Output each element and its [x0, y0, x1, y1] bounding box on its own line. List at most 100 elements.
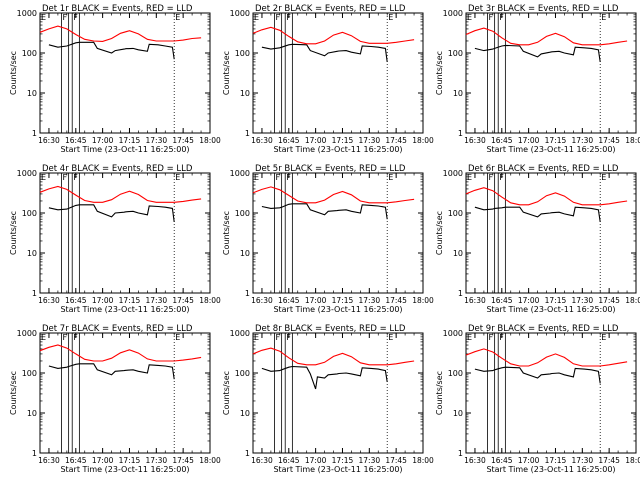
x-tick-label: 17:30 — [572, 136, 594, 145]
plot-frame — [252, 172, 424, 294]
attenuator-interval-box — [274, 172, 283, 294]
marker-label-e: E — [388, 333, 393, 342]
x-tick-label: 17:45 — [172, 456, 194, 465]
y-tick-label: 1000 — [443, 329, 463, 338]
y-tick-label: 10 — [453, 249, 463, 258]
y-tick-label: 100 — [22, 49, 37, 58]
events-series-line — [261, 43, 388, 62]
marker-label-e: E — [467, 173, 472, 182]
x-tick-label: 18:00 — [199, 456, 221, 465]
x-tick-label: 16:45 — [278, 296, 300, 305]
marker-label-e: E — [467, 13, 472, 22]
events-series-line — [48, 204, 175, 222]
panel-title: Det 2r BLACK = Events, RED = LLD — [255, 4, 406, 14]
y-tick-label: 1000 — [17, 329, 37, 338]
panel-title: Det 3r BLACK = Events, RED = LLD — [468, 4, 619, 14]
lld-series-line — [465, 348, 628, 367]
marker-label-e: E — [601, 173, 606, 182]
y-axis-label: Counts/sec — [9, 211, 18, 255]
marker-label-e: E — [467, 333, 472, 342]
y-tick-label: 1000 — [230, 9, 250, 18]
x-tick-label: 17:30 — [359, 456, 381, 465]
x-tick-label: 17:15 — [119, 136, 141, 145]
marker-label-f: F — [488, 173, 493, 182]
marker-label-f: F — [275, 173, 280, 182]
y-axis-label: Counts/sec — [222, 211, 231, 255]
lld-series-line — [252, 347, 415, 366]
y-tick-label: 1000 — [443, 9, 463, 18]
panel-title: Det 4r BLACK = Events, RED = LLD — [42, 164, 193, 174]
x-tick-label: 17:00 — [92, 456, 114, 465]
y-tick-label: 100 — [448, 209, 463, 218]
marker-label-f: F — [62, 173, 67, 182]
marker-label-f: F — [275, 333, 280, 342]
detector-panel-2: Det 2r BLACK = Events, RED = LLDFFEE1101… — [222, 4, 434, 154]
x-tick-label: 17:45 — [385, 456, 407, 465]
y-axis-label: Counts/sec — [9, 51, 18, 95]
lld-series-line — [39, 344, 202, 362]
marker-label-e: E — [601, 333, 606, 342]
y-tick-label: 100 — [235, 209, 250, 218]
y-tick-label: 1 — [245, 449, 250, 458]
events-series-line — [474, 206, 601, 222]
plot-frame — [252, 12, 424, 134]
detector-panel-8: Det 8r BLACK = Events, RED = LLDFFEE1101… — [222, 324, 434, 474]
panel-title: Det 9r BLACK = Events, RED = LLD — [468, 324, 619, 334]
x-tick-label: 16:30 — [464, 296, 486, 305]
x-tick-label: 18:00 — [625, 136, 640, 145]
attenuator-interval-box — [487, 12, 496, 134]
events-series-line — [261, 365, 388, 390]
attenuator-interval-box — [487, 332, 496, 454]
y-tick-label: 100 — [448, 369, 463, 378]
x-tick-label: 17:30 — [146, 456, 168, 465]
plot-frame — [39, 12, 211, 134]
x-tick-label: 16:30 — [38, 456, 60, 465]
marker-label-e: E — [41, 333, 46, 342]
detector-panel-5: Det 5r BLACK = Events, RED = LLDFFEE1101… — [222, 164, 434, 314]
x-tick-label: 17:15 — [119, 296, 141, 305]
x-tick-label: 16:30 — [251, 136, 273, 145]
x-tick-label: 16:45 — [278, 136, 300, 145]
x-tick-label: 17:00 — [92, 136, 114, 145]
x-tick-label: 17:00 — [518, 456, 540, 465]
y-tick-label: 10 — [27, 409, 37, 418]
x-axis-label: Start Time (23-Oct-11 16:25:00) — [60, 465, 189, 474]
marker-label-f: F — [488, 13, 493, 22]
x-tick-label: 17:15 — [332, 296, 354, 305]
attenuator-interval-box — [71, 12, 80, 134]
marker-label-e: E — [254, 13, 259, 22]
x-tick-label: 17:15 — [119, 456, 141, 465]
marker-label-e: E — [175, 173, 180, 182]
x-tick-label: 17:00 — [305, 296, 327, 305]
x-tick-label: 18:00 — [625, 456, 640, 465]
x-tick-label: 18:00 — [412, 296, 434, 305]
lld-series-line — [39, 25, 202, 42]
x-tick-label: 17:45 — [598, 296, 620, 305]
y-tick-label: 1000 — [17, 169, 37, 178]
x-axis-label: Start Time (23-Oct-11 16:25:00) — [486, 305, 615, 314]
lld-series-line — [39, 185, 202, 203]
marker-label-e: E — [254, 333, 259, 342]
detector-panel-3: Det 3r BLACK = Events, RED = LLDFFEE1101… — [435, 4, 640, 154]
x-tick-label: 17:15 — [332, 136, 354, 145]
y-tick-label: 10 — [27, 89, 37, 98]
y-tick-label: 1000 — [230, 169, 250, 178]
x-tick-label: 17:45 — [172, 296, 194, 305]
attenuator-interval-box — [497, 332, 506, 454]
attenuator-interval-box — [61, 332, 70, 454]
marker-label-e: E — [388, 173, 393, 182]
x-tick-label: 17:15 — [545, 456, 567, 465]
marker-label-f: F — [62, 333, 67, 342]
y-tick-label: 100 — [235, 49, 250, 58]
marker-label-e: E — [175, 333, 180, 342]
lld-series-line — [465, 187, 628, 206]
y-tick-label: 1000 — [17, 9, 37, 18]
x-axis-label: Start Time (23-Oct-11 16:25:00) — [273, 465, 402, 474]
x-tick-label: 16:30 — [38, 136, 60, 145]
attenuator-interval-box — [274, 332, 283, 454]
y-tick-label: 1 — [458, 289, 463, 298]
x-tick-label: 18:00 — [199, 136, 221, 145]
detector-panel-1: Det 1r BLACK = Events, RED = LLDFFEE1101… — [9, 4, 221, 154]
x-tick-label: 17:45 — [172, 136, 194, 145]
detector-panel-7: Det 7r BLACK = Events, RED = LLDFFEE1101… — [9, 324, 221, 474]
